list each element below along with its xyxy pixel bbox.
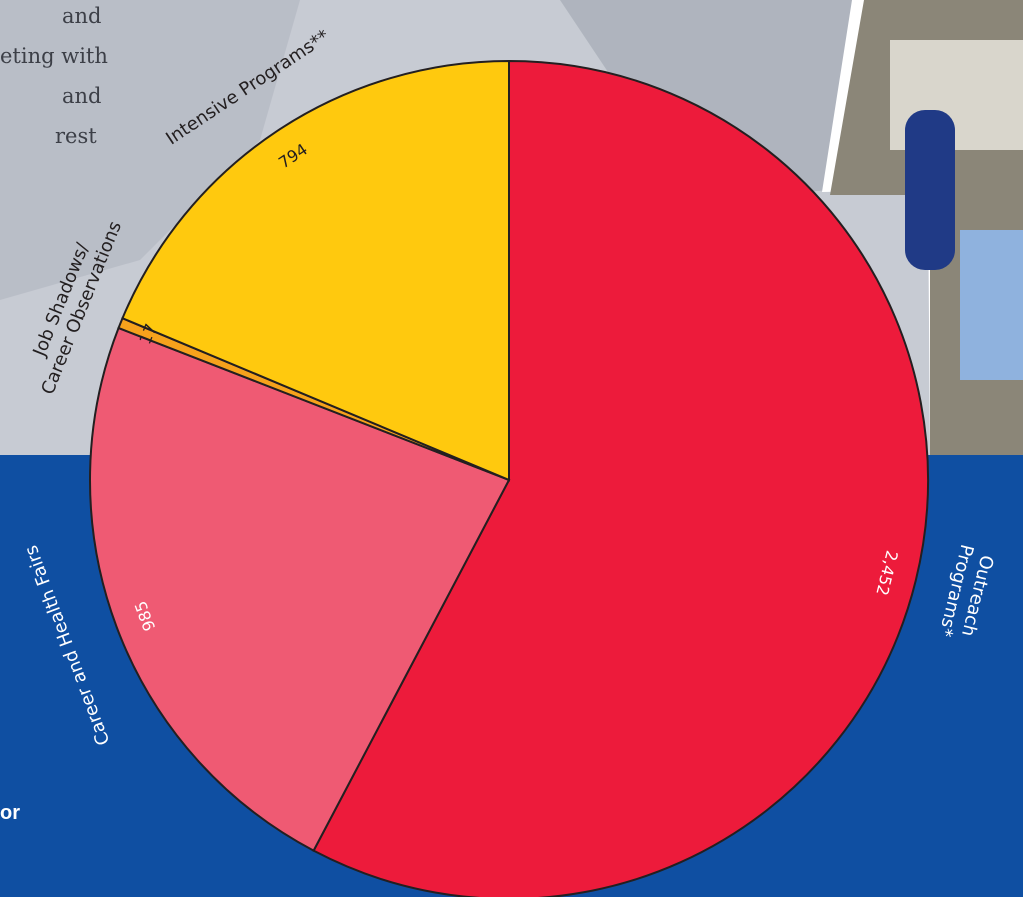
photo-shade [0, 0, 300, 300]
background-text: or [0, 802, 20, 824]
background-text: eting with [0, 44, 108, 68]
pie [89, 59, 929, 897]
photo-bed [960, 230, 1023, 380]
pie-slice [89, 326, 511, 853]
photo-shade [560, 0, 880, 200]
background-text: and [62, 84, 102, 108]
pie-slice [312, 59, 929, 897]
photo-figure [905, 110, 955, 270]
pie-slice [121, 59, 510, 482]
background-text: and [62, 4, 102, 28]
background-text: rest [55, 124, 97, 148]
